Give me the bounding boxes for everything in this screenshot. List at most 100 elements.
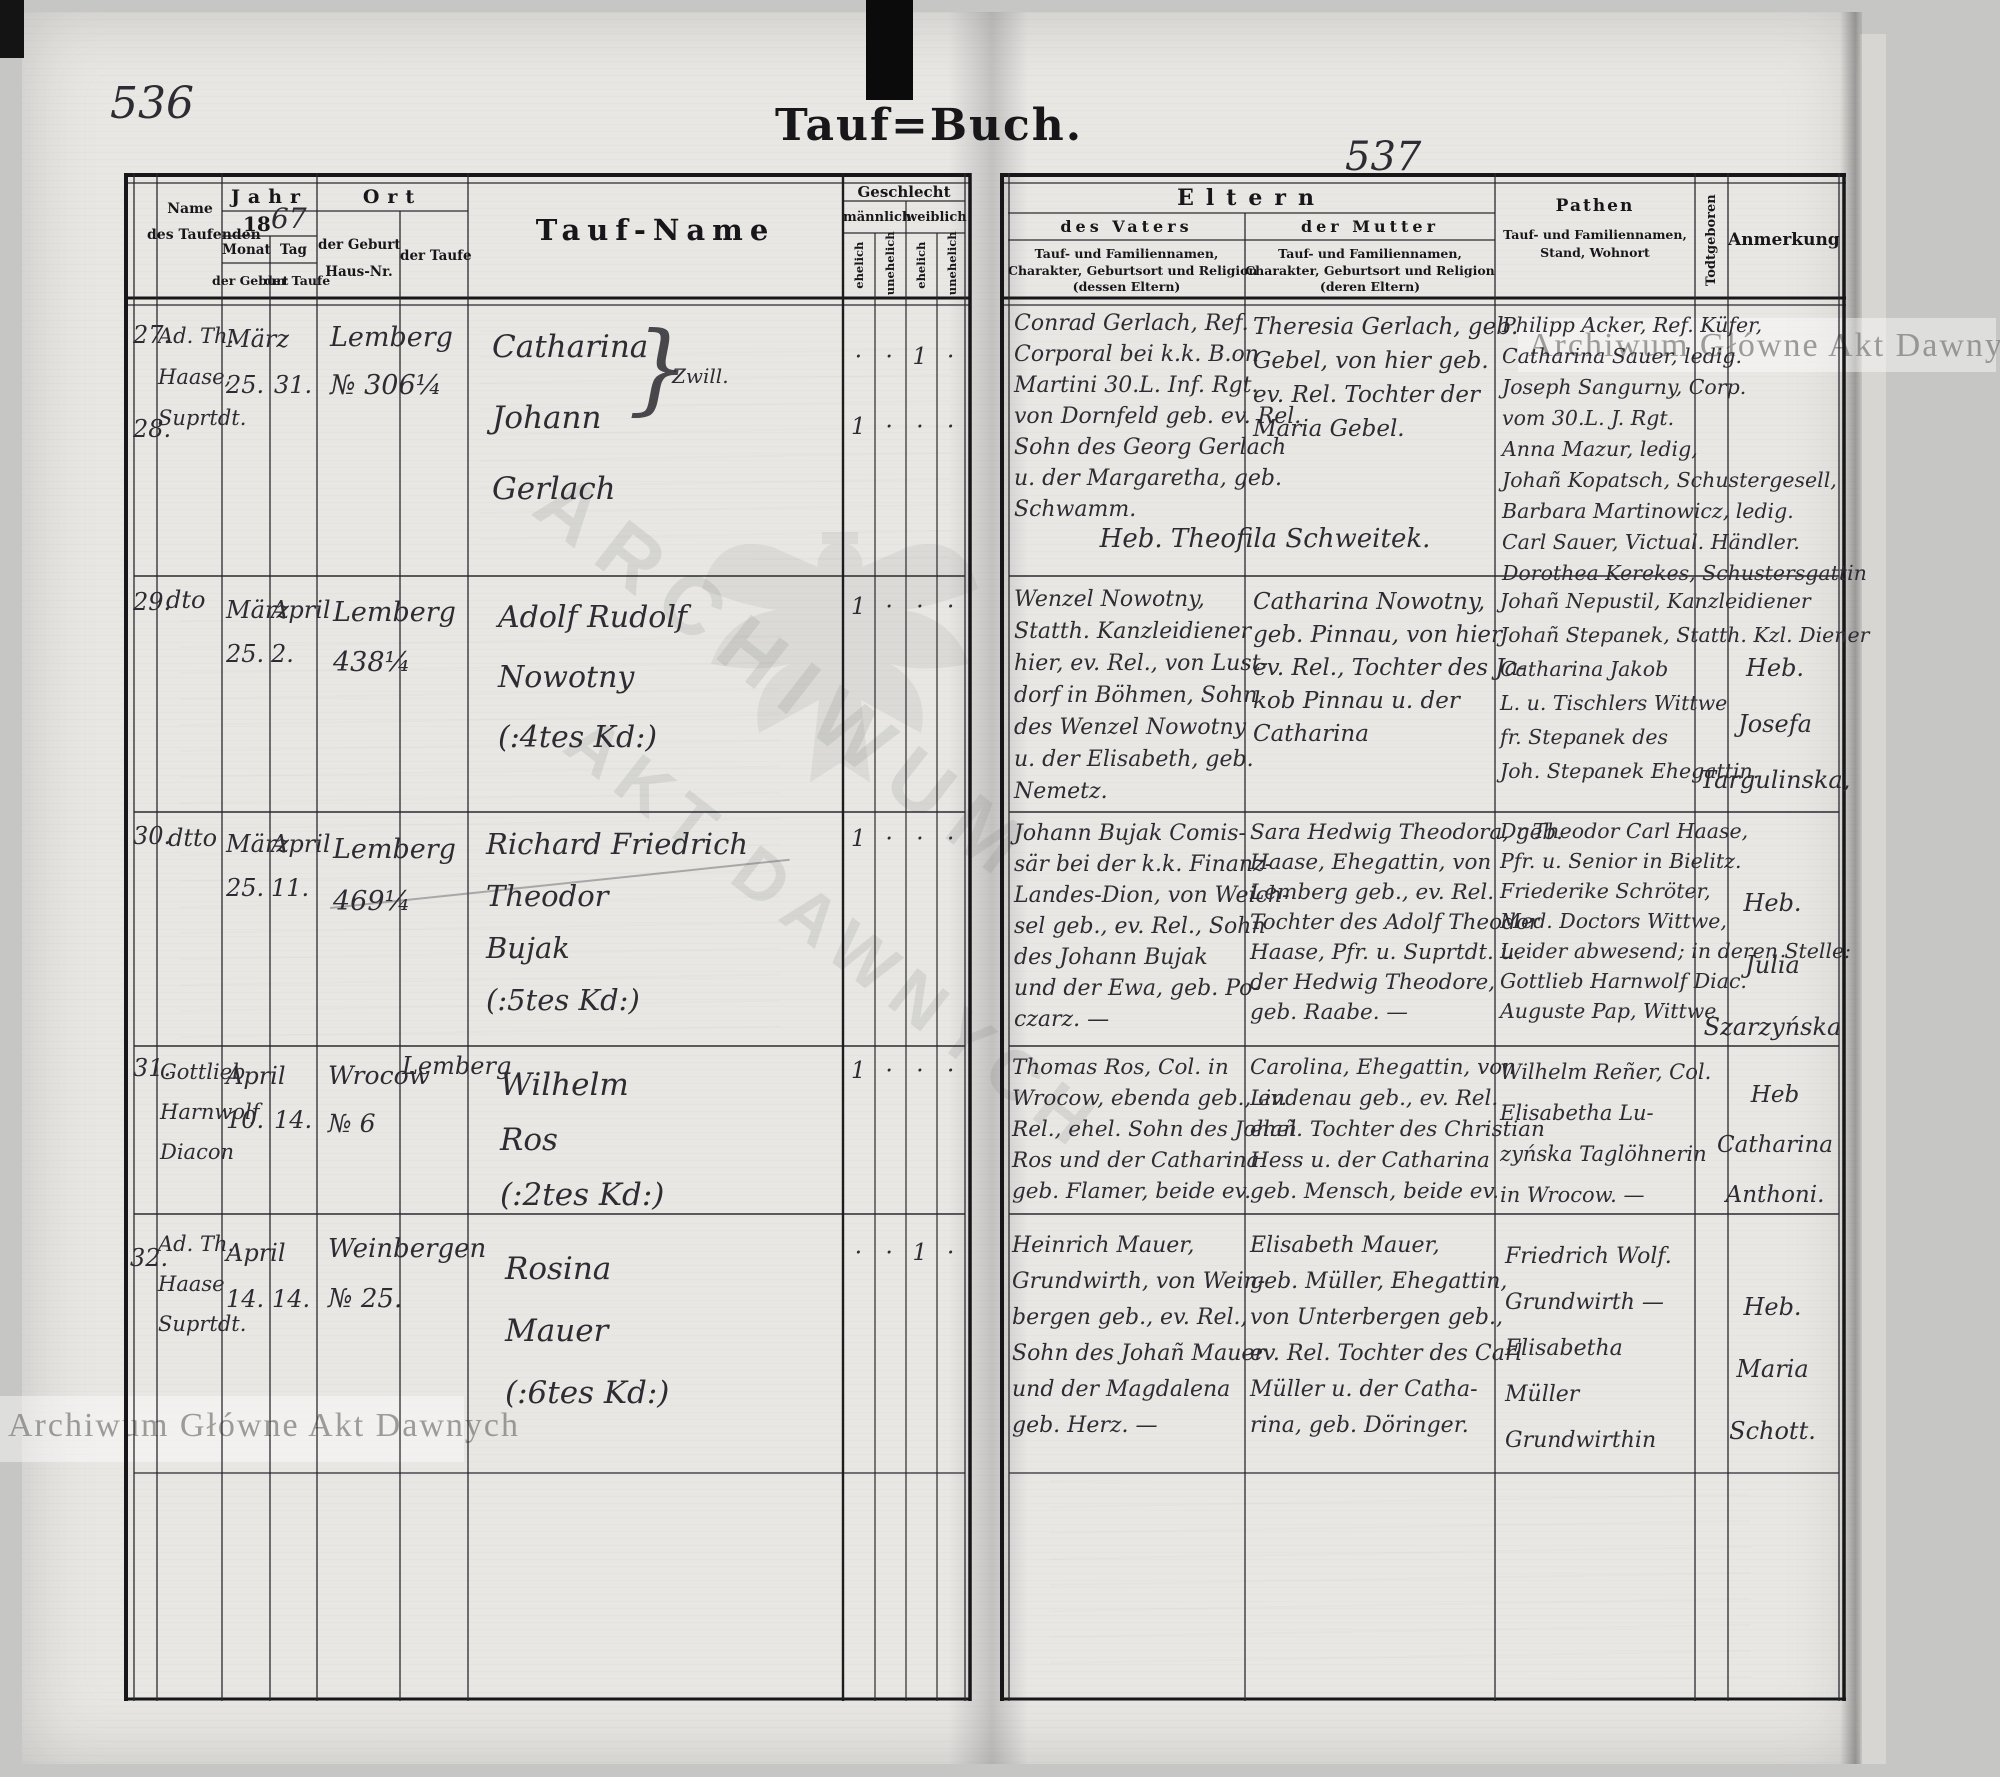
mark-weiblich-ehelich: · xyxy=(916,826,924,852)
record-32-monat: April 14. xyxy=(226,1239,286,1313)
record-27-hebamme: Heb. Theofila Schweitek. xyxy=(1099,524,1431,554)
record-30-mutter: Sara Hedwig Theodora, geb. Haase, Ehegat… xyxy=(1250,820,1563,1025)
record-31-ort-geburt: Wrocow № 6 xyxy=(328,1061,431,1138)
record-32-pathen: Friedrich Wolf. Grundwirth — Elisabetha … xyxy=(1505,1244,1672,1453)
twin-note: Zwill. xyxy=(672,364,729,388)
col-subheader-ehelich-w: ehelich xyxy=(913,241,928,289)
jahr-handwritten-67: 67 xyxy=(271,202,307,235)
ink-bleed-through xyxy=(180,620,780,1040)
mark-maennlich-unehelich: · · xyxy=(885,344,893,440)
col-header-ort: Ort xyxy=(362,186,423,208)
record-29-taufname: Adolf Rudolf Nowotny (:4tes Kd:) xyxy=(498,600,688,755)
record-32-ort: Weinbergen № 25. xyxy=(328,1234,487,1314)
record-32-mutter: Elisabeth Mauer, geb. Müller, Ehegattin,… xyxy=(1250,1233,1523,1438)
record-29-monat: März 25. xyxy=(226,596,289,668)
watermark-band xyxy=(0,1396,464,1462)
ink-bleed-through xyxy=(480,330,950,560)
col-caption-pathen: Tauf- und Familiennamen, Stand, Wohnort xyxy=(1503,227,1687,260)
record-27-monat: März 25. xyxy=(226,325,289,399)
page-number-left: 536 xyxy=(110,78,194,129)
mark-weiblich-ehelich: 1 xyxy=(912,1240,928,1266)
record-31-mutter: Carolina, Ehegattin, von Lindenau geb., … xyxy=(1250,1055,1545,1204)
mark-weiblich-unehelich: · · xyxy=(946,344,955,440)
page-number-right: 537 xyxy=(1345,134,1422,180)
record-31-monat: April 10. xyxy=(226,1062,286,1134)
record-30-monat: März 25. xyxy=(226,830,289,902)
col-header-taufender: Name des Taufenden xyxy=(147,201,261,243)
twin-brace: } xyxy=(628,312,691,426)
record-30-taufname: Richard Friedrich Theodor Bujak (:5tes K… xyxy=(486,827,749,1017)
book-gutter-shadow xyxy=(948,12,1028,1764)
record-number: 32. xyxy=(130,1244,169,1272)
record-number: 31. xyxy=(133,1054,172,1082)
col-subheader-ehelich-m: ehelich xyxy=(851,241,866,289)
record-27-geschlecht-marks: · 1 · · 1 · · · xyxy=(843,322,966,462)
record-31-taufname: Wilhelm Ros (:2tes Kd:) xyxy=(500,1067,665,1213)
col-subheader-unehelich-m: unehelich xyxy=(882,231,897,296)
mark-maennlich-unehelich: · xyxy=(885,594,893,620)
col-header-todtgeboren: Todtgeboren xyxy=(1703,194,1719,286)
mark-maennlich-ehelich: 1 xyxy=(851,594,866,620)
col-caption-mutter: Tauf- und Familiennamen, Charakter, Gebu… xyxy=(1245,246,1495,294)
col-subheader-der-geburt: der Geburt xyxy=(212,273,289,288)
record-29-taufender: dto xyxy=(166,586,206,614)
record-30-tag: April 11. xyxy=(271,830,331,902)
record-31-tag: 14. xyxy=(274,1106,313,1134)
col-header-geschlecht: Geschlecht xyxy=(857,183,951,201)
col-subheader-weiblich: weiblich xyxy=(906,210,967,225)
record-32-vater: Heinrich Mauer, Grundwirth, von Wein- be… xyxy=(1012,1233,1266,1438)
page-edge-sliver xyxy=(1860,34,1886,1764)
record-number: 29. xyxy=(133,588,172,616)
record-32-anmerkung: Heb. Maria Schott. xyxy=(1729,1293,1816,1445)
record-32-taufender: Ad. Th. Haase Suprtdt. xyxy=(158,1232,247,1336)
record-27-pathen: Philipp Acker, Ref. Küfer, Catharina Sau… xyxy=(1502,313,1867,585)
col-subheader-ort-geburt: der Geburt Haus-Nr. xyxy=(318,237,401,280)
record-29-mutter: Catharina Nowotny, geb. Pinnau, von hier… xyxy=(1253,589,1527,747)
record-30-taufender: dtto xyxy=(168,824,218,852)
col-header-taufname: Tauf-Name xyxy=(535,213,776,247)
mark-weiblich-ehelich: · xyxy=(916,1058,924,1084)
ink-bleed-through xyxy=(1050,1480,1750,1680)
record-30-anmerkung: Heb. Julia Szarzyńska xyxy=(1703,889,1842,1041)
col-caption-vater: Tauf- und Familiennamen, Charakter, Gebu… xyxy=(1008,246,1258,294)
record-29-pathen: Johañ Nepustil, Kanzleidiener Johañ Step… xyxy=(1500,589,1870,783)
col-header-monat: Monat xyxy=(222,242,271,258)
record-27-tag: 31. xyxy=(274,371,313,399)
record-number: 30. xyxy=(133,822,172,850)
col-header-anmerkung: Anmerkung xyxy=(1728,230,1840,250)
mark-maennlich-unehelich: · xyxy=(885,1058,893,1084)
mark-maennlich-ehelich: · xyxy=(854,1240,863,1266)
record-27-taufname: Catharina Johann Gerlach xyxy=(492,329,649,507)
col-subheader-unehelich-w: unehelich xyxy=(944,231,959,296)
record-32-taufname: Rosina Mauer (:6tes Kd:) xyxy=(505,1251,670,1411)
record-27-vater: Conrad Gerlach, Ref. Corporal bei k.k. B… xyxy=(1014,311,1302,522)
record-29-ort: Lemberg 438¼ xyxy=(333,597,456,678)
book-paper xyxy=(22,12,1860,1764)
col-header-des-vaters: des Vaters xyxy=(1060,217,1193,236)
col-header-jahr: Jahr xyxy=(230,186,309,208)
record-30-vater: Johann Bujak Comis- sär bei der k.k. Fin… xyxy=(1014,821,1290,1032)
record-27-mutter: Theresia Gerlach, geb. Gebel, von hier g… xyxy=(1253,314,1519,442)
mark-weiblich-unehelich: · xyxy=(946,826,955,852)
col-subheader-maennlich: männlich xyxy=(843,210,912,225)
record-31-ort-taufe: Lemberg xyxy=(402,1052,512,1080)
record-29-tag: April 2. xyxy=(271,596,331,668)
record-31-pathen: Wilhelm Reñer, Col. Elisabetha Lu- zyńsk… xyxy=(1500,1060,1712,1207)
record-29-geschlecht-marks: 1 · · · xyxy=(843,594,966,620)
col-header-pathen: Pathen xyxy=(1555,196,1635,216)
record-32-tag: 14. xyxy=(272,1285,311,1313)
jahr-printed-18: 18 xyxy=(243,212,271,236)
record-27-taufender: Ad. Th. Haase, Suprtdt. xyxy=(158,324,247,430)
record-31-geschlecht-marks: 1 · · · xyxy=(843,1058,966,1084)
col-subheader-der-taufe: der Taufe xyxy=(264,273,331,288)
col-header-tag: Tag xyxy=(280,242,307,258)
record-30-geschlecht-marks: 1 · · · xyxy=(843,826,966,852)
record-32-geschlecht-marks: · · 1 · xyxy=(843,1240,966,1266)
record-27-ort: Lemberg № 306¼ xyxy=(330,322,453,401)
scan-corner-black xyxy=(0,0,24,58)
archive-watermark-top-right: Archiwum Główne Akt Dawnych xyxy=(1528,327,2000,364)
mark-maennlich-unehelich: · xyxy=(885,1240,893,1266)
mark-maennlich-unehelich: · xyxy=(885,826,893,852)
record-30-pathen: Dr Theodor Carl Haase, Pfr. u. Senior in… xyxy=(1500,819,1852,1023)
